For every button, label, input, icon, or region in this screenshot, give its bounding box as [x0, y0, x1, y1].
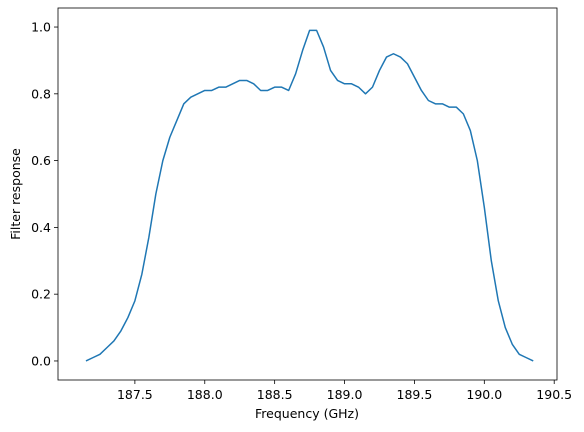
- x-tick-label: 188.0: [187, 387, 223, 402]
- y-tick-label: 0.6: [31, 153, 51, 168]
- x-tick-label: 189.0: [327, 387, 363, 402]
- plot-frame: [57, 7, 558, 381]
- x-tick-label: 188.5: [257, 387, 293, 402]
- x-tick-label: 190.5: [536, 387, 572, 402]
- y-tick-label: 0.0: [31, 353, 51, 368]
- y-tick-label: 0.4: [31, 220, 51, 235]
- x-tick-label: 187.5: [117, 387, 153, 402]
- x-tick-label: 189.5: [397, 387, 433, 402]
- x-tick-label: 190.0: [466, 387, 502, 402]
- y-tick-label: 0.2: [31, 287, 51, 302]
- y-tick-label: 0.8: [31, 86, 51, 101]
- y-axis-label: Filter response: [8, 148, 23, 240]
- x-axis-label: Frequency (GHz): [255, 406, 359, 421]
- line-series: [85, 29, 534, 362]
- y-tick-label: 1.0: [31, 20, 51, 35]
